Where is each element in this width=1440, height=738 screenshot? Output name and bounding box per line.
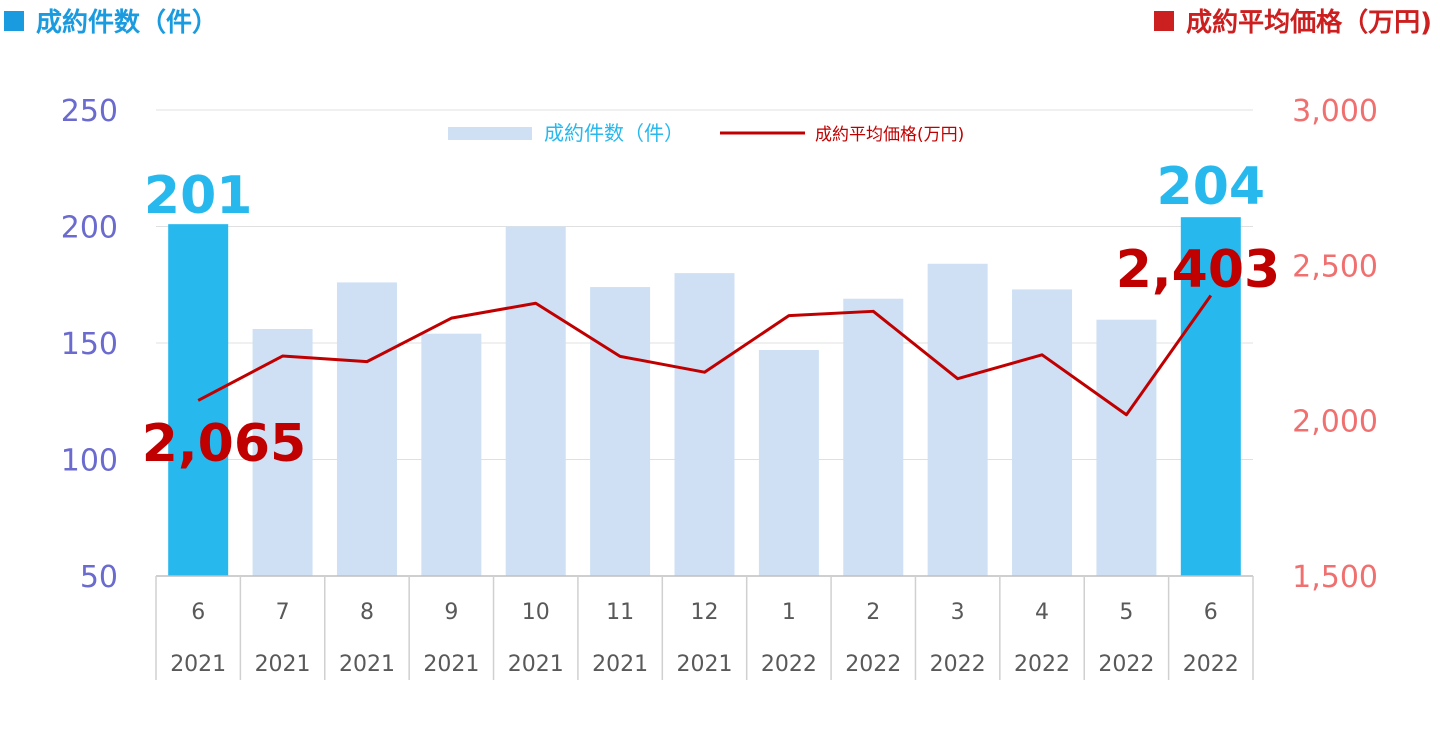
x-tick-label: 11 xyxy=(606,600,634,625)
x-year-label: 2022 xyxy=(1014,652,1070,677)
bar xyxy=(252,329,313,576)
left-y-tick-label: 250 xyxy=(61,94,118,129)
x-year-label: 2022 xyxy=(930,652,986,677)
bar xyxy=(1096,319,1157,576)
bar xyxy=(336,282,397,576)
x-tick-label: 12 xyxy=(691,600,719,625)
x-tick-label: 9 xyxy=(444,600,458,625)
bar xyxy=(927,263,988,576)
x-tick-label: 8 xyxy=(360,600,374,625)
bar xyxy=(590,287,651,576)
right-y-tick-label: 2,000 xyxy=(1292,405,1378,440)
x-year-label: 2022 xyxy=(1098,652,1154,677)
left-y-tick-label: 100 xyxy=(61,444,118,479)
left-axis-header-label: 成約件数（件） xyxy=(36,8,219,38)
bar-data-label-last: 204 xyxy=(1157,157,1266,217)
left-y-tick-label: 150 xyxy=(61,327,118,362)
x-year-label: 2021 xyxy=(170,652,226,677)
x-year-label: 2021 xyxy=(423,652,479,677)
bar xyxy=(421,333,482,576)
line-data-label-first: 2,065 xyxy=(142,414,306,474)
right-y-tick-label: 1,500 xyxy=(1292,560,1378,595)
bar xyxy=(1180,217,1241,576)
x-tick-label: 5 xyxy=(1119,600,1133,625)
legend-bar-swatch xyxy=(448,127,532,140)
bar xyxy=(758,349,819,576)
line-data-label-last: 2,403 xyxy=(1116,240,1280,300)
x-tick-label: 6 xyxy=(1204,600,1218,625)
right-axis-header: 成約平均価格（万円) xyxy=(1154,2,1432,39)
bar xyxy=(843,298,904,576)
bar-data-label-first: 201 xyxy=(144,166,253,226)
legend-bar-label: 成約件数（件） xyxy=(544,121,684,145)
x-year-label: 2021 xyxy=(508,652,564,677)
price-line xyxy=(197,294,1213,417)
x-tick-label: 4 xyxy=(1035,600,1049,625)
right-y-tick-label: 2,500 xyxy=(1292,249,1378,284)
x-year-label: 2021 xyxy=(255,652,311,677)
x-year-label: 2021 xyxy=(339,652,395,677)
x-year-label: 2021 xyxy=(677,652,733,677)
x-year-label: 2021 xyxy=(592,652,648,677)
x-tick-label: 7 xyxy=(276,600,290,625)
bar xyxy=(1012,289,1073,576)
left-axis-header: 成約件数（件） xyxy=(4,2,218,39)
red-square-icon xyxy=(1154,10,1175,31)
x-tick-label: 10 xyxy=(522,600,550,625)
x-tick-label: 1 xyxy=(782,600,796,625)
x-tick-label: 3 xyxy=(951,600,965,625)
left-y-tick-label: 50 xyxy=(80,560,118,595)
x-year-label: 2022 xyxy=(761,652,817,677)
x-year-label: 2022 xyxy=(1183,652,1239,677)
left-y-tick-label: 200 xyxy=(61,211,118,246)
x-year-label: 2022 xyxy=(845,652,901,677)
blue-square-icon xyxy=(4,10,24,31)
bar xyxy=(674,273,735,576)
right-y-tick-label: 3,000 xyxy=(1292,94,1378,129)
legend-line-label: 成約平均価格(万円) xyxy=(815,125,964,145)
bar xyxy=(505,226,566,576)
right-axis-header-label: 成約平均価格（万円) xyxy=(1186,8,1432,38)
x-tick-label: 6 xyxy=(191,600,205,625)
x-tick-label: 2 xyxy=(866,600,880,625)
